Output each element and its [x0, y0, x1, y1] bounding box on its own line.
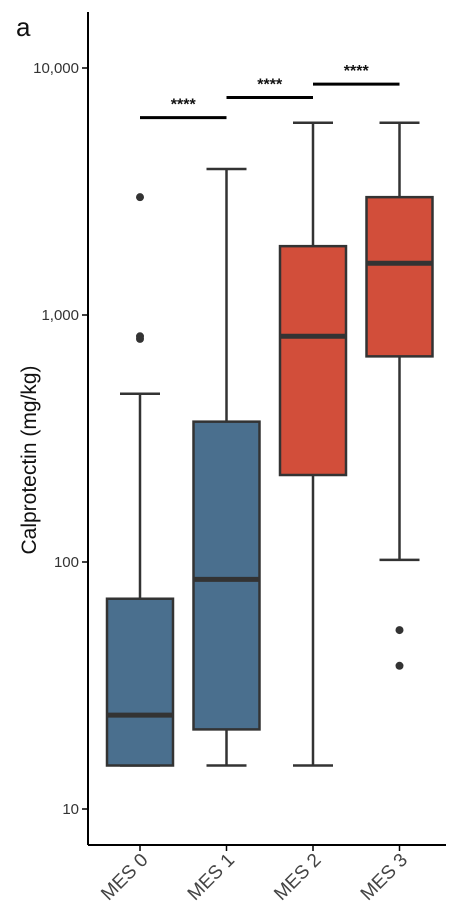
x-tick-label: MES 1 [184, 850, 239, 905]
outlier-point [136, 332, 144, 341]
x-tick-label: MES 3 [357, 850, 412, 905]
box-mes-0 [105, 597, 175, 767]
x-tick-label: MES 2 [270, 850, 325, 905]
box-mes-1 [192, 420, 261, 731]
outlier-point [395, 661, 404, 670]
significance-label: **** [171, 97, 197, 114]
x-tick-label: MES 0 [97, 850, 152, 905]
y-tick-label: 10,000 [33, 60, 79, 77]
y-tick-label: 100 [54, 554, 79, 571]
plot-area: 10 100 1,000 10,000 MES 0 MES 1 MES 2 MES 3 ****… [33, 12, 446, 905]
y-tick-label: 1,000 [41, 307, 79, 324]
outlier-point [395, 626, 404, 635]
y-axis-label: Calprotectin (mg/kg) [18, 365, 41, 554]
panel-label: a [16, 12, 31, 42]
box-mes-3 [365, 195, 434, 358]
significance-label: **** [344, 63, 370, 80]
y-tick-label: 10 [62, 801, 79, 818]
box-mes-2 [278, 244, 348, 477]
significance-label: **** [257, 76, 283, 93]
outlier-point [136, 193, 144, 202]
